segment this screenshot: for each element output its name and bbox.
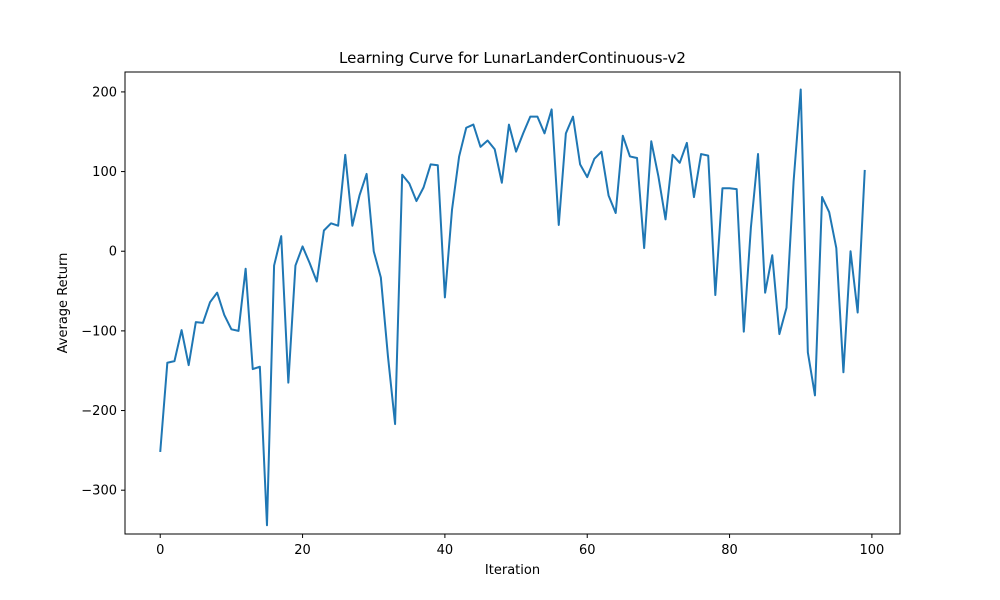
x-axis-label: Iteration [485,563,540,578]
y-tick-label: −300 [81,484,117,499]
axes-frame [124,71,901,535]
x-tick-label: 0 [156,543,164,558]
x-tick-label: 60 [579,543,596,558]
y-tick-label: 0 [109,245,117,260]
x-tick-label: 80 [721,543,738,558]
plot-area: 0 20 40 60 80 100 −300 −200 −100 0 100 200 [81,71,901,558]
series-line-0 [159,88,866,527]
x-tick-label: 40 [437,543,454,558]
y-tick-label: −200 [81,404,117,419]
y-tick-label: 100 [92,165,117,180]
y-axis-label: Average Return [56,253,71,354]
chart-title: Learning Curve for LunarLanderContinuous… [339,49,686,67]
y-tick-label: 200 [92,85,117,100]
x-tick-label: 100 [859,543,884,558]
x-tick-label: 20 [294,543,311,558]
y-tick-label: −100 [81,324,117,339]
